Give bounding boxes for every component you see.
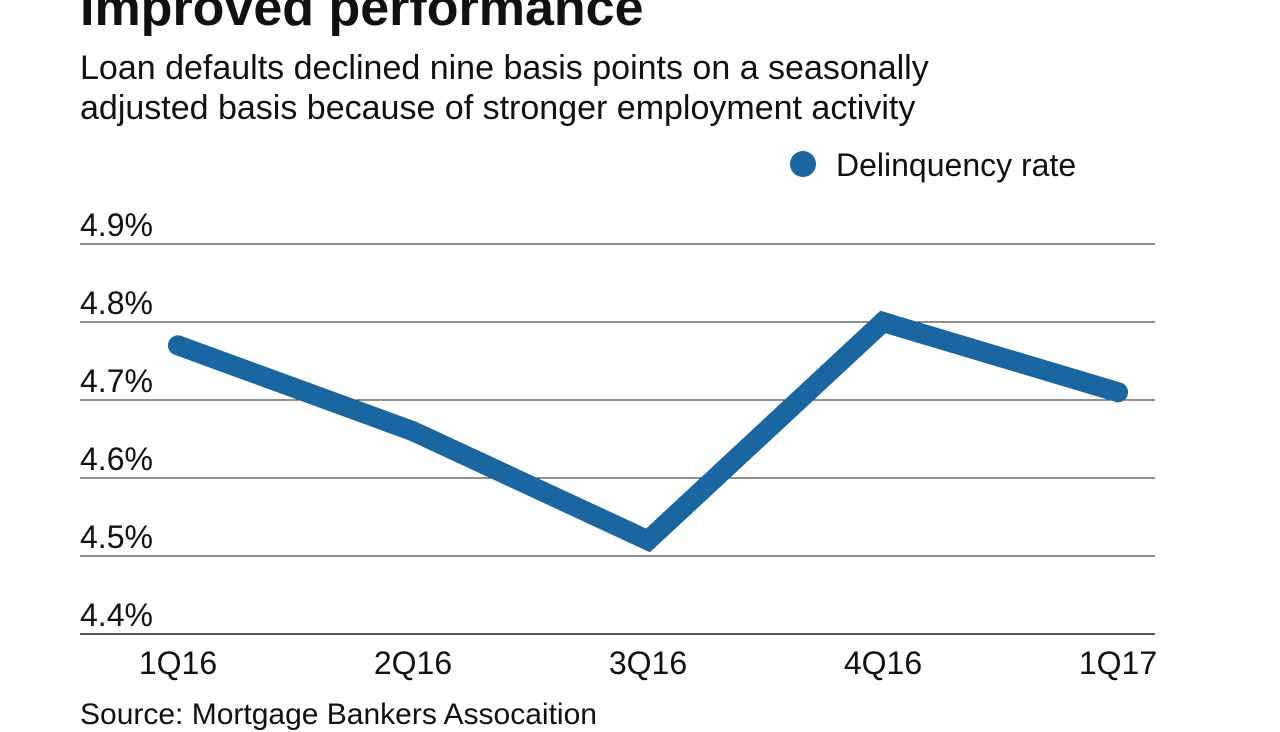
- chart-subtitle-line-2: adjusted basis because of stronger emplo…: [80, 89, 916, 127]
- x-tick-label: 2Q16: [374, 645, 452, 681]
- x-tick-label: 1Q17: [1079, 645, 1157, 681]
- x-tick-label: 4Q16: [844, 645, 922, 681]
- y-tick-label: 4.9%: [80, 207, 153, 243]
- legend-label: Delinquency rate: [836, 147, 1076, 183]
- x-tick-label: 3Q16: [609, 645, 687, 681]
- legend-marker: [790, 151, 816, 177]
- data-point-1q17: [1108, 382, 1128, 403]
- data-point-4q16: [873, 312, 893, 332]
- x-tick-label: 1Q16: [139, 645, 217, 681]
- y-tick-label: 4.4%: [80, 597, 153, 633]
- y-tick-label: 4.6%: [80, 441, 153, 477]
- chart-subtitle-line-1: Loan defaults declined nine basis points…: [80, 49, 929, 87]
- series-line-delinquency-rate: [168, 310, 1128, 553]
- data-point-3q16: [638, 530, 658, 551]
- y-tick-label: 4.8%: [80, 285, 153, 321]
- data-point-1q16: [168, 335, 188, 356]
- data-point-2q16: [403, 421, 423, 442]
- chart-subtitle: Loan defaults declined nine basis points…: [80, 48, 1180, 128]
- y-tick-label: 4.5%: [80, 519, 153, 555]
- y-tick-label: 4.7%: [80, 363, 153, 399]
- chart-title: Improved performance: [80, 0, 644, 37]
- chart-source: Source: Mortgage Bankers Assocaition: [80, 698, 597, 731]
